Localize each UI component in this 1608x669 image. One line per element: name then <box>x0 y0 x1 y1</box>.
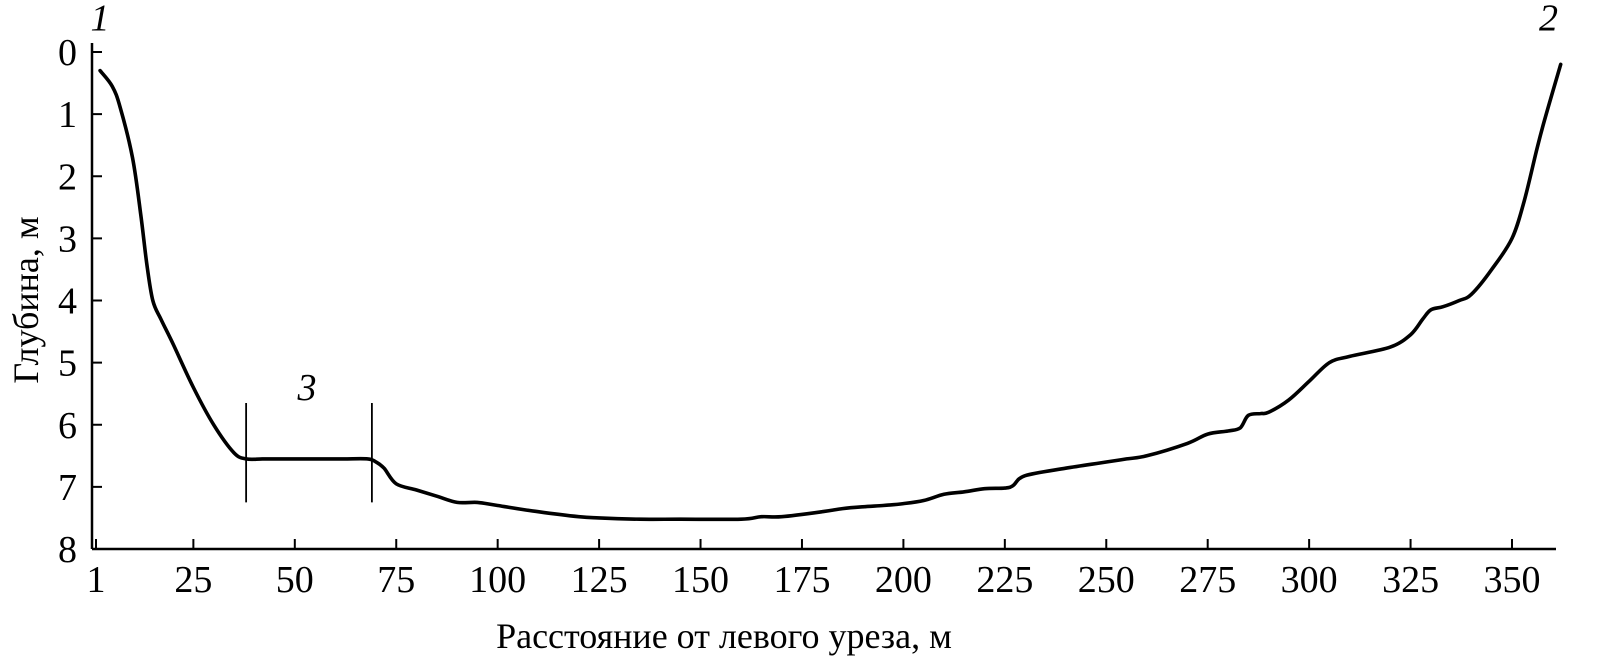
annotation-label-2: 2 <box>1539 0 1558 39</box>
x-tick-label: 225 <box>976 559 1033 601</box>
y-tick-label: 8 <box>58 529 77 571</box>
depth-profile-line <box>98 62 1563 522</box>
x-tick-label: 125 <box>571 559 628 601</box>
x-tick-label: 175 <box>773 559 830 601</box>
x-tick-label: 300 <box>1281 559 1338 601</box>
x-tick-label: 25 <box>174 559 212 601</box>
y-tick-label: 1 <box>58 94 77 136</box>
x-ticks: 1 25 50 75 100 125 150 175 200 225 250 275 300 325 350 <box>87 539 1541 601</box>
y-axis-title: Глубина, м <box>6 216 46 383</box>
y-tick-label: 2 <box>58 156 77 198</box>
x-tick-label: 200 <box>875 559 932 601</box>
x-tick-label: 100 <box>469 559 526 601</box>
x-tick-label: 350 <box>1484 559 1541 601</box>
x-tick-label: 325 <box>1382 559 1439 601</box>
y-tick-label: 3 <box>58 218 77 260</box>
annotation-label-1: 1 <box>91 0 110 39</box>
x-tick-label: 75 <box>377 559 415 601</box>
x-tick-label: 250 <box>1078 559 1135 601</box>
x-tick-label: 50 <box>276 559 314 601</box>
x-axis-title: Расстояние от левого уреза, м <box>496 616 952 656</box>
x-tick-label: 150 <box>672 559 729 601</box>
y-tick-label: 6 <box>58 405 77 447</box>
y-tick-label: 5 <box>58 343 77 385</box>
y-tick-label: 4 <box>58 281 77 323</box>
y-tick-label: 7 <box>58 467 77 509</box>
curve-annotations: 1 2 3 <box>91 0 1558 409</box>
y-ticks: 0 1 2 3 4 5 6 7 8 <box>58 32 102 571</box>
x-tick-label: 275 <box>1179 559 1236 601</box>
annotation-label-3: 3 <box>296 367 316 409</box>
annotation-brackets <box>245 403 373 503</box>
x-tick-label: 1 <box>87 559 106 601</box>
y-tick-label: 0 <box>58 32 77 74</box>
